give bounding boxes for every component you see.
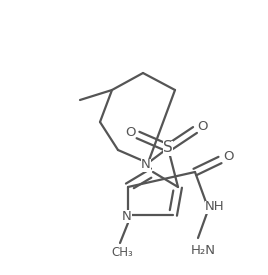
Text: NH: NH [205, 200, 225, 213]
Text: O: O [125, 125, 135, 139]
Text: CH₃: CH₃ [111, 246, 133, 260]
Text: N: N [141, 158, 151, 172]
Text: S: S [163, 141, 173, 155]
Text: H₂N: H₂N [191, 243, 215, 257]
Text: N: N [122, 210, 132, 222]
Text: O: O [223, 150, 233, 164]
Text: O: O [198, 120, 208, 133]
